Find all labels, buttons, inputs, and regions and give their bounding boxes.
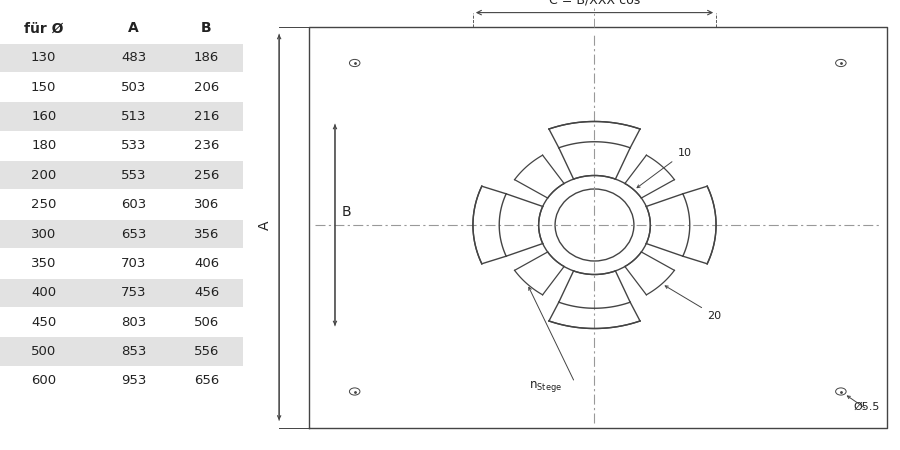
- Text: 350: 350: [32, 257, 57, 270]
- Text: 653: 653: [121, 228, 147, 241]
- Bar: [0, 73, 243, 101]
- Text: 553: 553: [121, 169, 147, 182]
- Text: 250: 250: [32, 198, 57, 211]
- Text: A: A: [129, 22, 139, 36]
- Text: 506: 506: [194, 316, 220, 328]
- Text: 356: 356: [194, 228, 220, 241]
- Text: 400: 400: [32, 286, 57, 299]
- Bar: [0, 161, 243, 189]
- Text: 160: 160: [32, 110, 57, 123]
- Text: 953: 953: [121, 374, 147, 387]
- Text: 206: 206: [194, 81, 220, 94]
- Text: 500: 500: [32, 345, 57, 358]
- Text: 180: 180: [32, 140, 57, 153]
- Text: 200: 200: [32, 169, 57, 182]
- Bar: [0, 220, 243, 248]
- Text: $\mathregular{n}_{\mathregular{Stege}}$: $\mathregular{n}_{\mathregular{Stege}}$: [529, 379, 562, 395]
- Text: B: B: [342, 204, 352, 219]
- Text: C = B/XXX cos: C = B/XXX cos: [549, 0, 640, 6]
- Bar: [0, 249, 243, 278]
- Text: 753: 753: [121, 286, 147, 299]
- Text: 216: 216: [194, 110, 220, 123]
- Bar: [0, 308, 243, 336]
- Text: 556: 556: [194, 345, 220, 358]
- Text: 186: 186: [194, 51, 220, 64]
- Text: 513: 513: [121, 110, 147, 123]
- Text: 483: 483: [121, 51, 147, 64]
- Bar: [0, 191, 243, 219]
- Text: 656: 656: [194, 374, 220, 387]
- Bar: [0, 44, 243, 72]
- Text: 803: 803: [121, 316, 147, 328]
- Text: 603: 603: [121, 198, 147, 211]
- Text: 20: 20: [707, 311, 722, 321]
- Bar: [0, 103, 243, 130]
- Text: 600: 600: [32, 374, 57, 387]
- Text: 130: 130: [32, 51, 57, 64]
- Text: B: B: [202, 22, 211, 36]
- Text: 256: 256: [194, 169, 220, 182]
- Text: Ø5.5: Ø5.5: [854, 402, 880, 412]
- Text: 406: 406: [194, 257, 219, 270]
- Bar: [0, 367, 243, 395]
- Text: für Ø: für Ø: [24, 22, 64, 36]
- Text: 533: 533: [121, 140, 147, 153]
- Text: A: A: [257, 220, 272, 230]
- Text: 853: 853: [121, 345, 147, 358]
- Bar: [0, 279, 243, 307]
- Text: 236: 236: [194, 140, 220, 153]
- Text: 450: 450: [32, 316, 57, 328]
- Text: 306: 306: [194, 198, 220, 211]
- Text: 503: 503: [121, 81, 147, 94]
- Text: 703: 703: [121, 257, 147, 270]
- Text: 150: 150: [32, 81, 57, 94]
- Text: 300: 300: [32, 228, 57, 241]
- Bar: [0, 132, 243, 160]
- Bar: [0, 338, 243, 366]
- Text: 456: 456: [194, 286, 220, 299]
- Text: 10: 10: [678, 148, 691, 158]
